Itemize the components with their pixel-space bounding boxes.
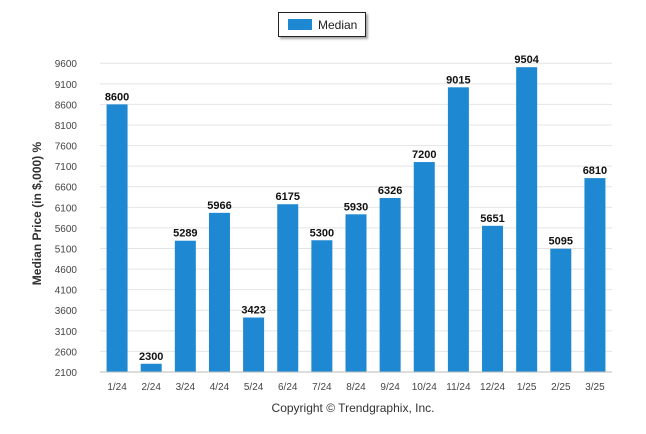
x-tick-label: 7/24 <box>312 382 332 393</box>
copyright-text: Copyright © Trendgraphix, Inc. <box>272 401 435 415</box>
data-label: 5289 <box>173 228 197 240</box>
x-tick-label: 2/25 <box>551 382 571 393</box>
x-tick-label: 1/25 <box>517 382 537 393</box>
bar <box>550 248 572 372</box>
data-label: 7200 <box>412 149 436 161</box>
x-tick-label: 3/24 <box>176 382 196 393</box>
bar <box>482 225 504 372</box>
y-tick-label: 9600 <box>55 59 78 70</box>
y-tick-label: 2100 <box>55 368 78 379</box>
y-tick-label: 5600 <box>55 224 78 235</box>
y-tick-label: 4100 <box>55 286 78 297</box>
bar <box>379 198 401 372</box>
y-tick-label: 6600 <box>55 183 78 194</box>
data-label: 5651 <box>480 213 504 225</box>
bar <box>345 214 367 372</box>
x-tick-label: 10/24 <box>412 382 437 393</box>
data-label: 3423 <box>241 305 265 317</box>
y-tick-label: 9100 <box>55 80 78 91</box>
bar <box>174 240 196 372</box>
bar <box>447 87 469 372</box>
data-label: 5095 <box>549 236 573 248</box>
y-tick-label: 7100 <box>55 162 78 173</box>
bar <box>311 240 333 372</box>
y-tick-label: 6100 <box>55 203 78 214</box>
x-tick-label: 3/25 <box>585 382 605 393</box>
data-label: 8600 <box>105 91 129 103</box>
data-label: 5966 <box>207 200 231 212</box>
y-tick-label: 8100 <box>55 121 78 132</box>
y-tick-label: 4600 <box>55 265 78 276</box>
y-tick-label: 3100 <box>55 327 78 338</box>
x-tick-label: 6/24 <box>278 382 298 393</box>
bar <box>516 67 538 372</box>
y-tick-label: 3600 <box>55 306 78 317</box>
bar <box>208 212 230 372</box>
data-labels: 8600 2300 5289 5966 3423 6175 5300 5930 6326 7200… <box>105 54 607 363</box>
y-tick-label: 5100 <box>55 244 78 255</box>
x-tick-label: 9/24 <box>380 382 400 393</box>
data-label: 6175 <box>275 191 299 203</box>
y-axis-title: Median Price (in $,000) % <box>30 141 44 285</box>
data-label: 9015 <box>446 74 470 86</box>
bar <box>277 204 299 372</box>
bar <box>106 104 128 373</box>
y-tick-label: 7600 <box>55 142 78 153</box>
x-tick-label: 12/24 <box>480 382 505 393</box>
bar <box>413 162 435 372</box>
bar <box>584 178 606 372</box>
y-tick-label: 2600 <box>55 347 78 358</box>
bar <box>243 317 265 372</box>
x-tick-label: 2/24 <box>141 382 161 393</box>
x-tick-label: 11/24 <box>446 382 471 393</box>
x-tick-label: 5/24 <box>244 382 264 393</box>
legend: Median <box>278 12 366 37</box>
bar <box>140 363 162 372</box>
data-label: 5930 <box>344 201 368 213</box>
legend-swatch-median <box>288 19 312 30</box>
legend-label-median: Median <box>318 17 358 32</box>
x-tick-label: 8/24 <box>346 382 366 393</box>
data-label: 9504 <box>514 54 539 66</box>
x-tick-label: 1/24 <box>107 382 127 393</box>
data-label: 6810 <box>583 165 607 177</box>
x-tick-label: 4/24 <box>210 382 230 393</box>
data-label: 5300 <box>310 227 334 239</box>
y-axis-ticks: 2100 2600 3100 3600 4100 4600 5100 5600 6100 6600… <box>55 59 78 379</box>
y-tick-label: 8600 <box>55 100 78 111</box>
data-label: 6326 <box>378 185 402 197</box>
x-axis-ticks: 1/24 2/24 3/24 4/24 5/24 6/24 7/24 8/24 9/24 10/2… <box>107 382 605 393</box>
bars <box>106 67 606 373</box>
data-label: 2300 <box>139 351 163 363</box>
